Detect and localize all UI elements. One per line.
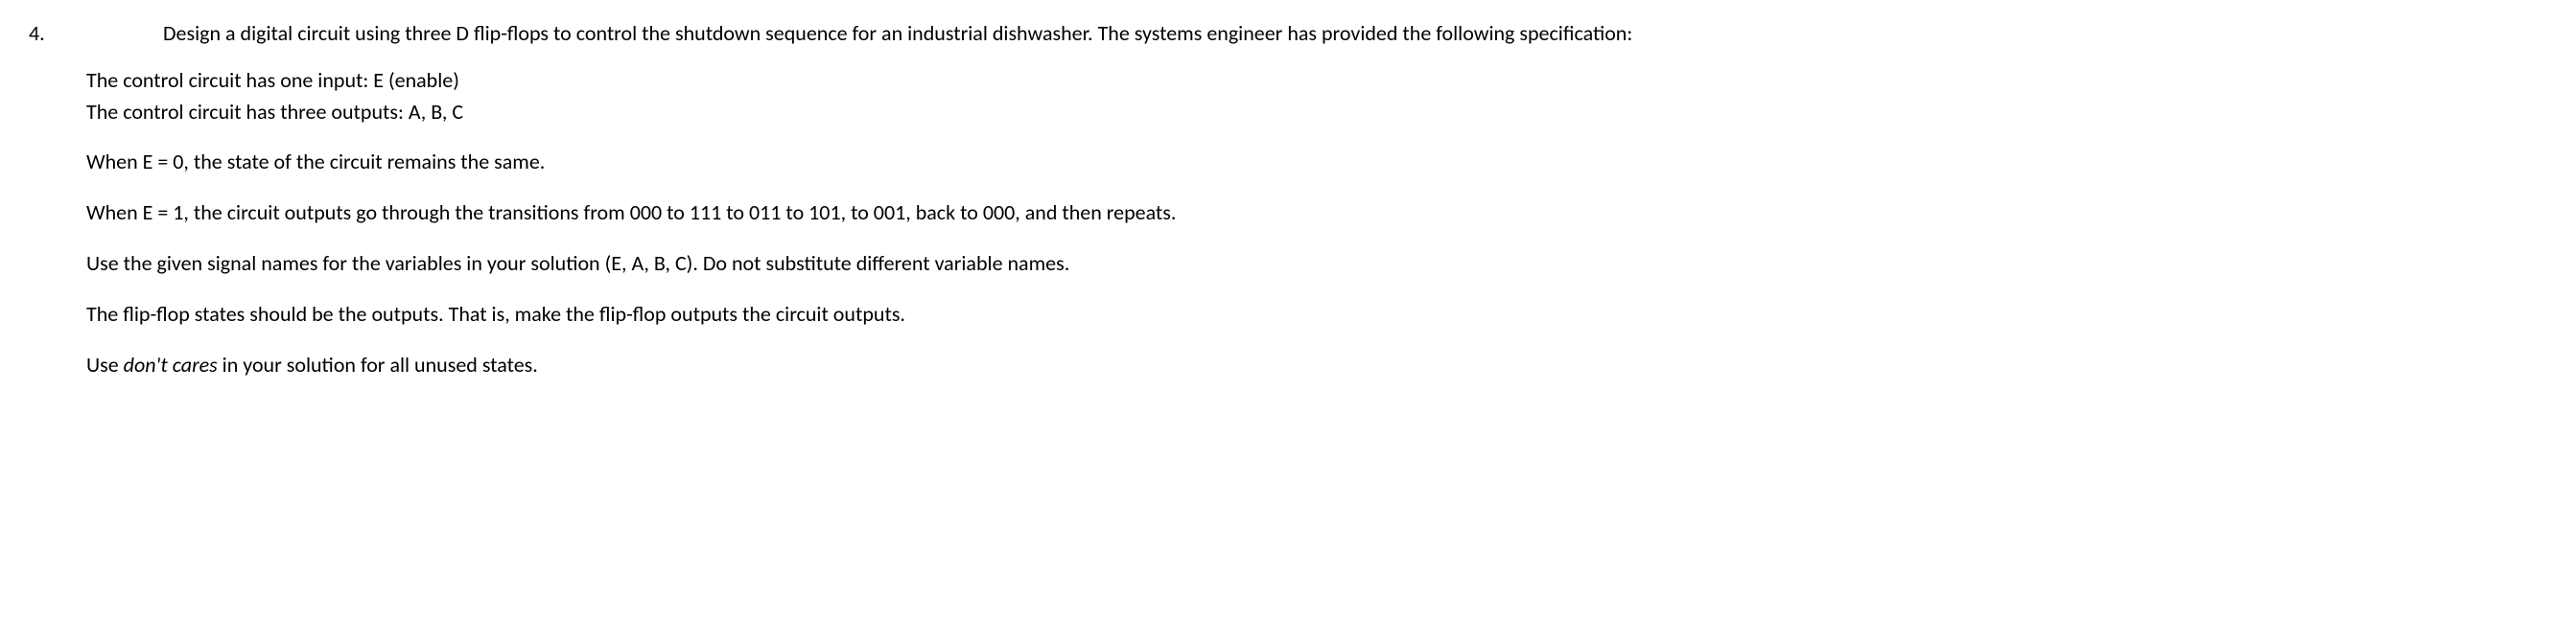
dontcare-italic: don't cares (124, 352, 218, 378)
dontcare-suffix: in your solution for all unused states. (218, 352, 538, 378)
question-header-row: 4. Design a digital circuit using three … (29, 19, 2547, 49)
question-number: 4. (29, 19, 72, 49)
question-intro-text: Design a digital circuit using three D f… (163, 19, 1632, 49)
question-container: 4. Design a digital circuit using three … (29, 19, 2547, 380)
spec-input-line: The control circuit has one input: E (en… (86, 66, 2547, 96)
spec-e1-line: When E = 1, the circuit outputs go throu… (86, 198, 2547, 228)
spec-signals-line: Use the given signal names for the varia… (86, 249, 2547, 279)
dontcare-prefix: Use (86, 352, 124, 378)
specification-block: The control circuit has one input: E (en… (86, 66, 2547, 380)
spec-dontcare-line: Use don't cares in your solution for all… (86, 351, 2547, 380)
spec-output-line: The control circuit has three outputs: A… (86, 98, 2547, 127)
spec-flipflop-line: The flip-flop states should be the outpu… (86, 300, 2547, 330)
spec-e0-line: When E = 0, the state of the circuit rem… (86, 148, 2547, 177)
